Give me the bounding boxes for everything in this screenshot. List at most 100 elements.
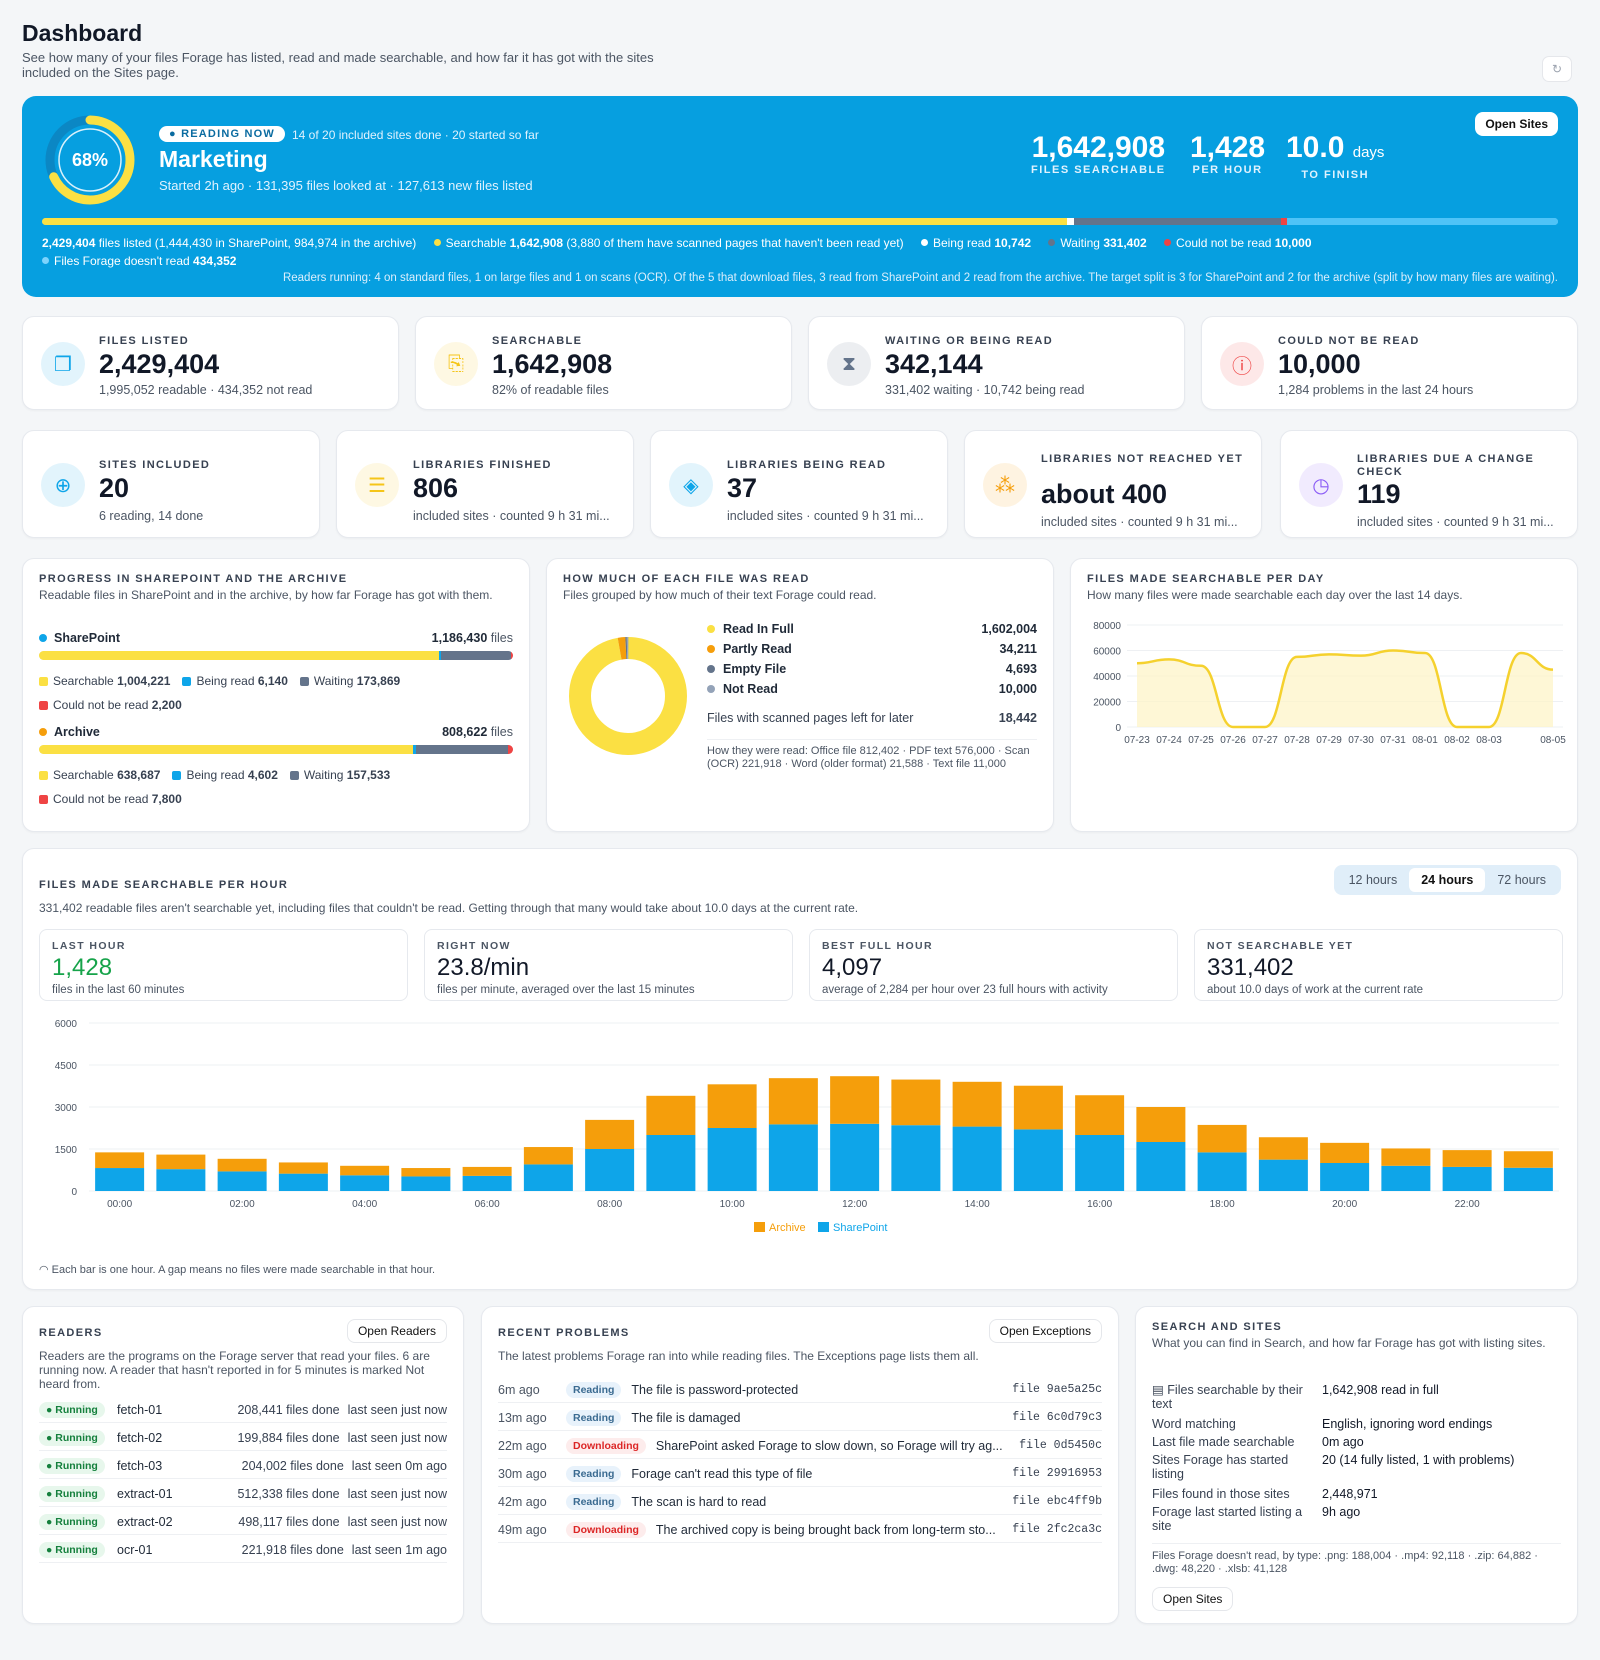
x-tick-label: 18:00 [1210,1199,1235,1210]
kpi-label: FILES LISTED [99,335,190,347]
kpi-description: 331,402 waiting · 10,742 being read [885,383,1085,397]
bar-archive-03:00 [278,1162,328,1174]
problem-row[interactable]: 30m ago Reading Forage can't read this typ… [498,1461,1102,1487]
card-description: Files grouped by how much of their text … [563,588,877,602]
range-option-24-hours[interactable]: 24 hours [1409,868,1486,892]
open-sites-button-bottom[interactable]: Open Sites [1152,1587,1234,1611]
reader-name: extract-01 [117,1486,173,1501]
problem-file-id[interactable]: file ebc4ff9b [1012,1495,1102,1508]
kpi-description: included sites · counted 9 h 31 mi... [1041,515,1238,529]
x-tick-label: 08-03 [1476,735,1502,746]
reader-row[interactable]: ● Running extract-02 498,117 files done las… [39,1509,447,1535]
legend-value: 7,800 [151,792,182,806]
kpi-card-could-not-be-read: ⓘ COULD NOT BE READ 10,000 1,284 problems i… [1201,316,1578,410]
hero-stat-searchable: 1,642,908 FILES SEARCHABLE [1031,132,1166,177]
legend-label: Could not be read [53,698,149,712]
mini-value: 4,097 [822,954,883,981]
search-sites-card: SEARCH AND SITES What you can find in Se… [1135,1306,1578,1624]
kpi-label: LIBRARIES BEING READ [727,459,887,471]
search-key: ▤ Files searchable by their text [1152,1383,1314,1411]
x-tick-label: 08-05 [1540,735,1566,746]
legend-value: 1,642,908 [509,236,564,250]
listed-value: 2,429,404 [42,236,96,250]
legend-label: Waiting [313,674,354,688]
donut-slice-not-read [569,637,687,755]
read-depth-value: 10,000 [998,682,1037,696]
read-depth-label-wrap: Not Read [707,682,778,696]
hero-stat-value: 1,428 [1190,131,1266,164]
problem-row[interactable]: 42m ago Reading The scan is hard to read fi… [498,1489,1102,1515]
x-tick-label: 07-31 [1380,735,1406,746]
kpi-card-libraries-due-a-change-check: ◷ LIBRARIES DUE A CHANGE CHECK 119 included… [1280,430,1578,538]
problem-file-id[interactable]: file 2fc2ca3c [1012,1523,1102,1536]
kpi-value: 20 [99,473,130,503]
kpi-card-waiting-or-being-read: ⧗ WAITING OR BEING READ 342,144 331,402 wai… [808,316,1185,410]
legend-value: 173,869 [356,674,401,688]
range-option-72-hours[interactable]: 72 hours [1497,873,1546,887]
bar-archive-02:00 [217,1158,267,1172]
reader-row[interactable]: ● Running extract-01 512,338 files done las… [39,1481,447,1507]
reader-status-badge: ● Running [39,1401,105,1418]
layers-icon: ◈ [669,463,713,507]
problem-row[interactable]: 13m ago Reading The file is damaged file 6c… [498,1405,1102,1431]
legend-label: SharePoint [833,1222,887,1234]
alert-icon: ⓘ [1220,342,1264,386]
problem-message: Forage can't read this type of file [631,1466,813,1481]
source-bar-segment [441,651,511,660]
kpi-card-libraries-being-read: ◈ LIBRARIES BEING READ 37 included sites · … [650,430,948,538]
open-sites-button[interactable]: Open Sites [1475,112,1558,136]
read-depth-card: HOW MUCH OF EACH FILE WAS READ Files gro… [546,558,1054,832]
legend-value: 434,352 [193,254,237,268]
reader-row[interactable]: ● Running ocr-01 221,918 files done last se… [39,1537,447,1563]
kpi-value: 10,000 [1278,349,1361,379]
card-description: How many files were made searchable each… [1087,588,1463,602]
reader-status-badge: ● Running [39,1513,105,1530]
read-depth-row: Empty File 4,693 [707,659,1037,679]
x-tick-label: 07-27 [1252,735,1278,746]
bar-archive-08:00 [585,1119,635,1149]
read-methods-text: How they were read: Office file 812,402 … [707,739,1037,771]
bar-sharepoint-01:00 [156,1169,206,1191]
source-bar-segment [416,745,509,754]
hourglass-icon: ⧗ [827,342,871,386]
reader-row[interactable]: ● Running fetch-01 208,441 files done last … [39,1397,447,1423]
progress-percent: 68% [71,149,109,170]
y-tick-label: 0 [1115,723,1121,734]
legend-value: 157,533 [346,768,391,782]
open-exceptions-button[interactable]: Open Exceptions [988,1319,1102,1343]
bar-segment-not-read [1286,218,1558,225]
later-row: Files with scanned pages left for later 1… [707,711,1037,725]
per-hour-chart: 0 1500 3000 4500 6000 00:00 02:00 04:00 06:00 08:… [55,1019,1559,1234]
refresh-button[interactable]: ↻ [1542,56,1572,82]
source-total: 1,186,430 [431,631,488,645]
bar-archive-13:00 [891,1079,941,1126]
problem-file-id[interactable]: file 6c0d79c3 [1012,1411,1102,1424]
range-option-12-hours[interactable]: 12 hours [1348,873,1398,887]
kpi-value: 1,642,908 [492,349,613,379]
problem-row[interactable]: 6m ago Reading The file is password-protec… [498,1377,1102,1403]
x-tick-label: 00:00 [107,1199,132,1210]
clock-icon: ◷ [1299,463,1343,507]
read-depth-label: Not Read [723,682,778,696]
card-description: Readable files in SharePoint and in the … [39,588,493,602]
problem-file-id[interactable]: file 29916953 [1012,1467,1102,1480]
open-readers-button[interactable]: Open Readers [346,1319,447,1343]
bar-archive-23:00 [1503,1151,1553,1168]
kpi-card-sites-included: ⊕ SITES INCLUDED 20 6 reading, 14 done [22,430,320,538]
reader-row[interactable]: ● Running fetch-02 199,884 files done last … [39,1425,447,1451]
card-title: FILES MADE SEARCHABLE PER HOUR [39,879,289,891]
reader-row[interactable]: ● Running fetch-03 204,002 files done last … [39,1453,447,1479]
problem-row[interactable]: 22m ago Downloading SharePoint asked Forag… [498,1433,1102,1459]
source-name: SharePoint [54,631,120,645]
x-tick-label: 07-24 [1156,735,1182,746]
reader-files-done: 204,002 files done [241,1458,344,1473]
problem-row[interactable]: 49m ago Downloading The archived copy is b… [498,1517,1102,1543]
source-progress-bar [39,651,513,660]
per-hour-footnote: ◠ Each bar is one hour. A gap means no f… [39,1263,435,1276]
problem-file-id[interactable]: file 9ae5a25c [1012,1383,1102,1396]
kpi-value: about 400 [1041,479,1168,509]
search-key-text: Files searchable by their text [1152,1383,1303,1411]
problem-time: 6m ago [498,1382,540,1397]
bar-archive-14:00 [952,1081,1002,1127]
problem-file-id[interactable]: file 0d5450c [1019,1439,1102,1452]
